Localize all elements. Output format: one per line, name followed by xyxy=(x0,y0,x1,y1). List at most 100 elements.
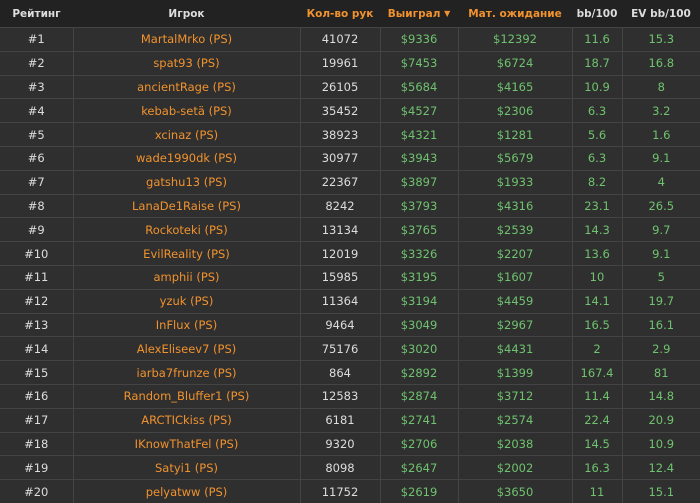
ev-cell: $3712 xyxy=(457,383,572,409)
player-link[interactable]: ancientRage (PS) xyxy=(72,74,300,99)
player-link[interactable]: MartalMrko (PS) xyxy=(72,27,300,52)
hands-cell: 19961 xyxy=(299,50,380,76)
won-cell: $3194 xyxy=(379,288,458,314)
player-link[interactable]: IKnowThatFel (PS) xyxy=(72,431,300,456)
table-row: #6 wade1990dk (PS) 30977 $3943 $5679 6.3 9.1 xyxy=(0,145,700,171)
player-link[interactable]: gatshu13 (PS) xyxy=(72,169,300,195)
rank-cell: #10 xyxy=(0,241,73,266)
ev-cell: $2539 xyxy=(457,217,572,242)
player-link[interactable]: yzuk (PS) xyxy=(72,288,300,314)
ev-cell: $2038 xyxy=(457,431,572,456)
table-row: #18 IKnowThatFel (PS) 9320 $2706 $2038 14.5 10… xyxy=(0,431,700,456)
rank-cell: #4 xyxy=(0,98,73,123)
player-link[interactable]: Random_Bluffer1 (PS) xyxy=(72,383,300,409)
player-link[interactable]: pelyatww (PS) xyxy=(72,479,300,503)
rank-cell: #13 xyxy=(0,312,73,337)
evbb100-cell: 2.9 xyxy=(621,336,700,361)
player-link[interactable]: Satyi1 (PS) xyxy=(72,455,300,480)
header-won-label: Выиграл xyxy=(387,7,441,20)
ev-cell: $2207 xyxy=(457,241,572,266)
rank-cell: #2 xyxy=(0,50,73,76)
ev-cell: $2002 xyxy=(457,455,572,480)
bb100-cell: 14.5 xyxy=(571,431,622,456)
player-link[interactable]: kebab-setä (PS) xyxy=(72,98,300,123)
won-cell: $4527 xyxy=(379,98,458,123)
hands-cell: 26105 xyxy=(299,74,380,99)
ev-cell: $4459 xyxy=(457,288,572,314)
hands-cell: 15985 xyxy=(299,264,380,290)
player-link[interactable]: spat93 (PS) xyxy=(72,50,300,76)
hands-cell: 8098 xyxy=(299,455,380,480)
player-link[interactable]: ARCTICkiss (PS) xyxy=(72,407,300,433)
evbb100-cell: 12.4 xyxy=(621,455,700,480)
player-link[interactable]: xcinaz (PS) xyxy=(72,122,300,147)
hands-cell: 41072 xyxy=(299,27,380,52)
won-cell: $3049 xyxy=(379,312,458,337)
player-link[interactable]: InFlux (PS) xyxy=(72,312,300,337)
hands-cell: 11752 xyxy=(299,479,380,503)
rank-cell: #14 xyxy=(0,336,73,361)
won-cell: $3793 xyxy=(379,193,458,218)
hands-cell: 11364 xyxy=(299,288,380,314)
table-row: #12 yzuk (PS) 11364 $3194 $4459 14.1 19.7 xyxy=(0,288,700,314)
evbb100-cell: 5 xyxy=(621,264,700,290)
bb100-cell: 11 xyxy=(571,479,622,503)
table-row: #10 EvilReality (PS) 12019 $3326 $2207 13.6 9.… xyxy=(0,241,700,266)
bb100-cell: 16.3 xyxy=(571,455,622,480)
won-cell: $2647 xyxy=(379,455,458,480)
header-hands[interactable]: Кол-во рук xyxy=(300,0,380,28)
hands-cell: 12583 xyxy=(299,383,380,409)
player-link[interactable]: EvilReality (PS) xyxy=(72,241,300,266)
player-link[interactable]: Rockoteki (PS) xyxy=(72,217,300,242)
won-cell: $3897 xyxy=(379,169,458,195)
player-link[interactable]: wade1990dk (PS) xyxy=(72,145,300,171)
won-cell: $3326 xyxy=(379,241,458,266)
evbb100-cell: 16.1 xyxy=(621,312,700,337)
hands-cell: 864 xyxy=(299,360,380,385)
hands-cell: 75176 xyxy=(299,336,380,361)
header-won[interactable]: Выиграл ▼ xyxy=(380,0,458,28)
bb100-cell: 23.1 xyxy=(571,193,622,218)
evbb100-cell: 20.9 xyxy=(621,407,700,433)
won-cell: $3195 xyxy=(379,264,458,290)
ev-cell: $2574 xyxy=(457,407,572,433)
bb100-cell: 167.4 xyxy=(571,360,622,385)
player-link[interactable]: iarba7frunze (PS) xyxy=(72,360,300,385)
hands-cell: 13134 xyxy=(299,217,380,242)
table-row: #15 iarba7frunze (PS) 864 $2892 $1399 167.4 81 xyxy=(0,360,700,385)
won-cell: $2874 xyxy=(379,383,458,409)
bb100-cell: 22.4 xyxy=(571,407,622,433)
hands-cell: 12019 xyxy=(299,241,380,266)
won-cell: $4321 xyxy=(379,122,458,147)
evbb100-cell: 26.5 xyxy=(621,193,700,218)
hands-cell: 6181 xyxy=(299,407,380,433)
ev-cell: $6724 xyxy=(457,50,572,76)
rank-cell: #15 xyxy=(0,360,73,385)
bb100-cell: 18.7 xyxy=(571,50,622,76)
table-row: #5 xcinaz (PS) 38923 $4321 $1281 5.6 1.6 xyxy=(0,122,700,147)
ev-cell: $4431 xyxy=(457,336,572,361)
table-row: #9 Rockoteki (PS) 13134 $3765 $2539 14.3 9.7 xyxy=(0,217,700,242)
bb100-cell: 11.6 xyxy=(571,27,622,52)
bb100-cell: 10 xyxy=(571,264,622,290)
rank-cell: #8 xyxy=(0,193,73,218)
rank-cell: #11 xyxy=(0,264,73,290)
player-link[interactable]: amphii (PS) xyxy=(72,264,300,290)
ev-cell: $3650 xyxy=(457,479,572,503)
header-ev[interactable]: Мат. ожидание xyxy=(458,0,572,28)
evbb100-cell: 15.1 xyxy=(621,479,700,503)
ev-cell: $2967 xyxy=(457,312,572,337)
rank-cell: #16 xyxy=(0,383,73,409)
table-row: #14 AlexEliseev7 (PS) 75176 $3020 $4431 2 2.9 xyxy=(0,336,700,361)
table-row: #8 LanaDe1Raise (PS) 8242 $3793 $4316 23.1 26.… xyxy=(0,193,700,218)
player-link[interactable]: LanaDe1Raise (PS) xyxy=(72,193,300,218)
won-cell: $2619 xyxy=(379,479,458,503)
header-row: Рейтинг Игрок Кол-во рук Выиграл ▼ Мат. … xyxy=(0,0,700,28)
player-link[interactable]: AlexEliseev7 (PS) xyxy=(72,336,300,361)
hands-cell: 9320 xyxy=(299,431,380,456)
evbb100-cell: 9.1 xyxy=(621,145,700,171)
bb100-cell: 14.1 xyxy=(571,288,622,314)
evbb100-cell: 19.7 xyxy=(621,288,700,314)
evbb100-cell: 81 xyxy=(621,360,700,385)
